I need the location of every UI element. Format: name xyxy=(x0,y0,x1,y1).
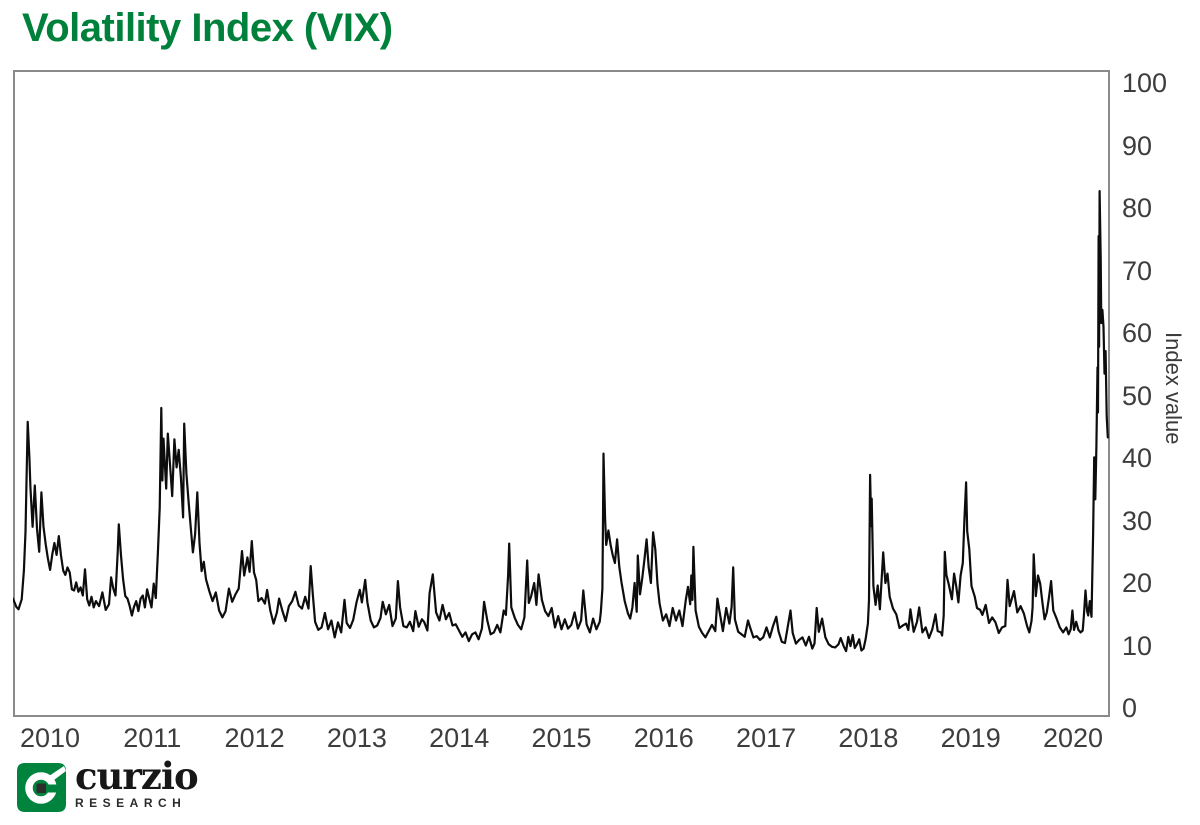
x-tick-label: 2011 xyxy=(123,723,182,753)
x-tick-label: 2016 xyxy=(633,723,694,753)
x-tick-label: 2017 xyxy=(736,723,797,753)
x-tick-label: 2020 xyxy=(1042,723,1104,753)
y-tick-label: 0 xyxy=(1122,693,1138,723)
x-tick-label: 2014 xyxy=(429,723,490,753)
logo-subtitle: RESEARCH xyxy=(75,796,187,810)
x-tick-label: 2010 xyxy=(19,723,81,753)
y-tick-label: 50 xyxy=(1122,380,1153,411)
y-tick-label: 100 xyxy=(1122,68,1168,98)
x-tick-label: 2019 xyxy=(940,723,1001,753)
chart-title: Volatility Index (VIX) xyxy=(22,6,393,50)
vix-line-chart xyxy=(13,70,1110,717)
curzio-research-logo: curzio RESEARCH xyxy=(17,758,199,812)
y-tick-label: 20 xyxy=(1122,568,1153,598)
x-tick-label: 2018 xyxy=(838,723,899,753)
y-tick-label: 30 xyxy=(1122,505,1153,536)
logo-wordmark: curzio xyxy=(75,754,199,798)
plot-border xyxy=(13,70,1110,717)
x-tick-label: 2013 xyxy=(326,723,387,753)
x-tick-label: 2015 xyxy=(531,723,592,753)
curzio-logo-icon xyxy=(17,763,66,812)
logo-text: curzio RESEARCH xyxy=(75,758,199,811)
y-tick-label: 40 xyxy=(1122,443,1153,473)
y-tick-label: 10 xyxy=(1122,630,1153,661)
y-tick-label: 60 xyxy=(1122,318,1153,348)
y-tick-label: 80 xyxy=(1122,193,1153,223)
y-tick-label: 70 xyxy=(1122,255,1153,286)
y-axis-title: Index value xyxy=(1161,332,1186,445)
x-tick-label: 2012 xyxy=(224,723,285,753)
y-tick-label: 90 xyxy=(1122,130,1153,161)
vix-series-line xyxy=(13,189,1109,653)
